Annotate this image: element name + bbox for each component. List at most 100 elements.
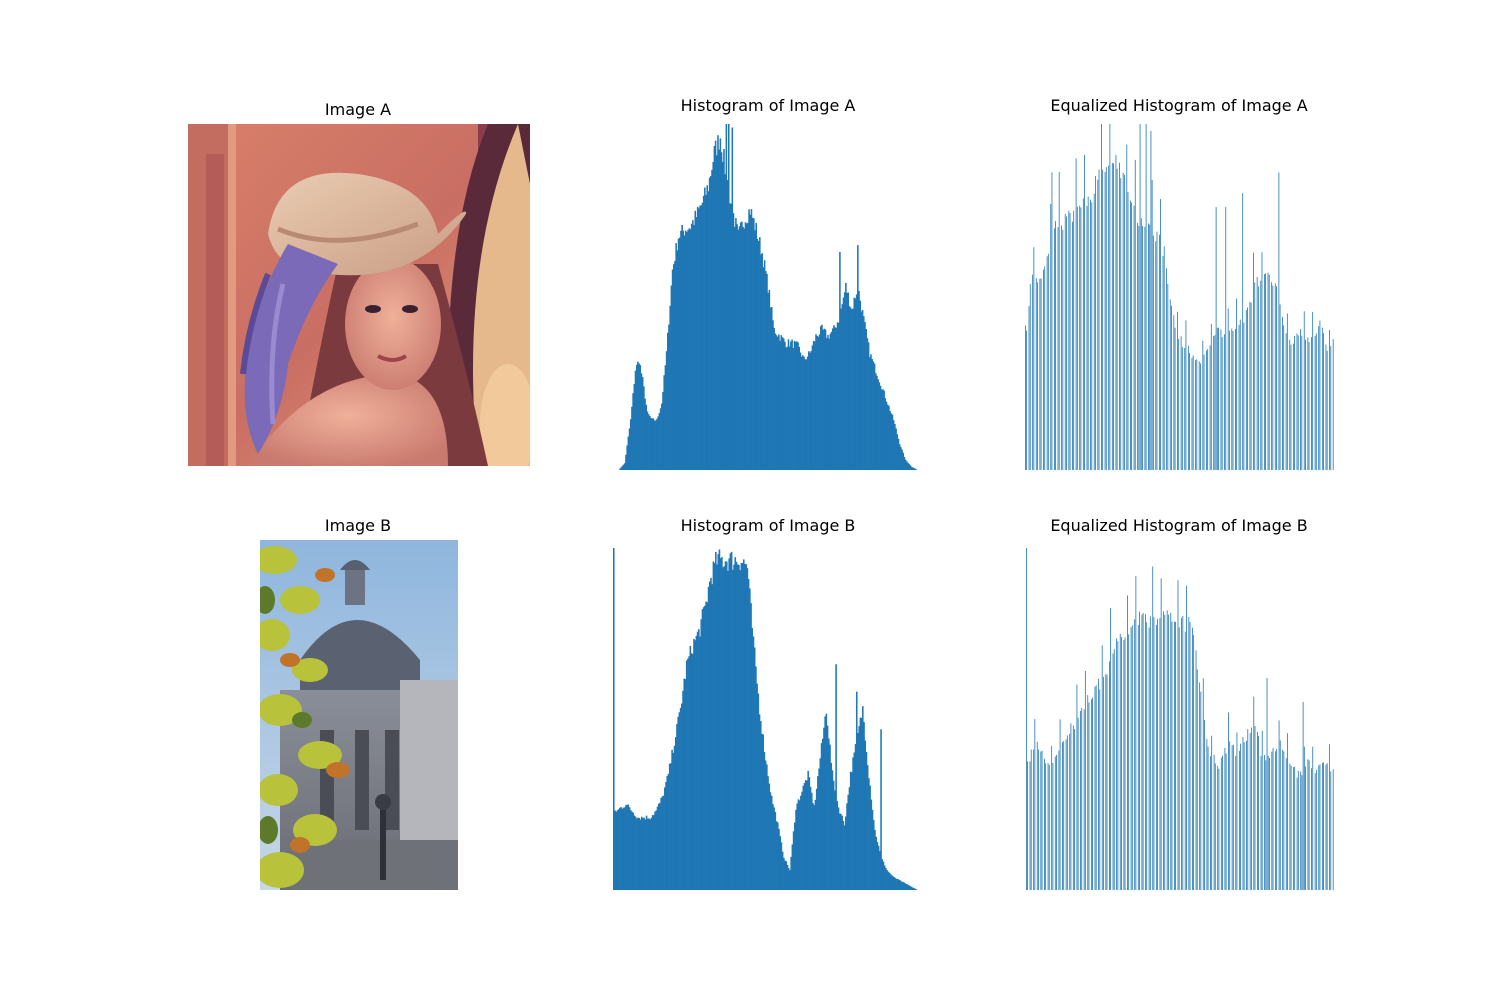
histogram-bar <box>842 821 845 890</box>
histogram-bar <box>768 289 771 470</box>
histogram-bar <box>635 364 638 470</box>
histogram-bar <box>1063 741 1065 890</box>
histogram-bar <box>1265 273 1266 470</box>
histogram-bar <box>914 888 916 890</box>
histogram-bar <box>721 557 723 890</box>
histogram-bar <box>811 792 813 890</box>
histogram-bar <box>828 338 830 470</box>
histogram-bar <box>852 757 854 890</box>
histogram-bar <box>659 408 662 470</box>
histogram-bar <box>1323 762 1324 890</box>
histogram-bar <box>847 794 850 890</box>
histogram-bar <box>725 561 728 890</box>
histogram-bar <box>897 879 899 890</box>
histogram-bar <box>689 229 692 470</box>
histogram-bar <box>1112 653 1114 890</box>
histogram-bar <box>1053 228 1055 470</box>
histogram-bar <box>1228 712 1229 890</box>
histogram-bar <box>739 570 741 890</box>
histogram-bar <box>791 339 793 470</box>
histogram-bar <box>848 306 851 470</box>
histogram-bar <box>674 261 676 470</box>
histogram-bar <box>1087 695 1089 890</box>
histogram-bar <box>811 345 814 470</box>
histogram-bar <box>1285 758 1287 890</box>
eq-hist-a-chart <box>1025 124 1334 471</box>
histogram-bar <box>770 795 773 890</box>
histogram-bar <box>1199 682 1201 890</box>
histogram-bar <box>1302 701 1304 890</box>
histogram-bar <box>1151 179 1153 470</box>
histogram-bar <box>884 398 887 470</box>
histogram-bar <box>657 803 660 890</box>
histogram-bar <box>694 640 696 890</box>
histogram-bar <box>1305 766 1306 890</box>
histogram-bar <box>790 856 792 890</box>
histogram-bar <box>712 161 714 470</box>
histogram-bar <box>716 155 718 470</box>
histogram-bar <box>652 418 655 470</box>
histogram-bar <box>1231 328 1233 470</box>
histogram-bar <box>1296 333 1298 470</box>
histogram-bar <box>1117 641 1119 890</box>
histogram-bar <box>1278 172 1280 470</box>
histogram-bar <box>757 241 760 470</box>
histogram-bar <box>781 337 784 470</box>
histogram-bar <box>649 416 651 470</box>
histogram-bar <box>1192 627 1193 890</box>
histogram-bar <box>664 365 667 470</box>
histogram-bar <box>647 818 649 890</box>
histogram-bar <box>810 351 812 470</box>
histogram-bar <box>1204 719 1205 890</box>
histogram-bar <box>765 271 767 470</box>
histogram-bar <box>1180 336 1182 470</box>
hist-b-title: Histogram of Image B <box>680 516 856 535</box>
histogram-bar <box>1131 625 1133 890</box>
histogram-bar <box>1160 578 1162 890</box>
histogram-bar <box>1128 634 1130 890</box>
histogram-bar <box>817 776 819 890</box>
histogram-bar <box>866 765 869 890</box>
histogram-bar <box>815 788 818 890</box>
histogram-bar <box>696 631 699 890</box>
histogram-bar <box>830 331 833 470</box>
histogram-bar <box>908 885 910 890</box>
histogram-bar <box>670 763 672 890</box>
histogram-bar <box>1080 711 1081 890</box>
histogram-bar <box>1044 758 1045 890</box>
histogram-bar <box>1269 757 1270 890</box>
histogram-bar <box>1209 345 1211 470</box>
histogram-bar <box>686 232 688 470</box>
histogram-bar <box>838 813 841 890</box>
histogram-bar <box>761 733 763 890</box>
histogram-bar <box>702 195 705 470</box>
eq-hist-b-title: Equalized Histogram of Image B <box>1050 516 1308 535</box>
image-a-illustration <box>188 124 530 466</box>
histogram-bar <box>796 803 798 890</box>
histogram-bar <box>828 738 830 890</box>
histogram-bar <box>1196 359 1198 470</box>
histogram-bar <box>1260 280 1262 470</box>
histogram-bar <box>633 383 636 470</box>
histogram-bar <box>736 564 739 890</box>
histogram-bar <box>1186 585 1187 890</box>
histogram-bar <box>1222 755 1223 890</box>
histogram-bar <box>1315 769 1317 890</box>
histogram-bar <box>873 363 876 470</box>
histogram-bar <box>903 882 905 890</box>
histogram-bar <box>1254 282 1256 470</box>
histogram-bar <box>727 124 730 470</box>
histogram-bar <box>726 180 729 470</box>
histogram-bar <box>1249 301 1251 470</box>
histogram-bar <box>696 206 699 470</box>
histogram-bar <box>778 828 780 890</box>
histogram-bar <box>846 292 848 470</box>
histogram-bar <box>1200 691 1202 890</box>
histogram-bar <box>704 605 706 890</box>
histogram-bar <box>898 444 901 470</box>
histogram-bar <box>809 786 812 890</box>
histogram-bar <box>1300 329 1301 470</box>
histogram-bar <box>1210 756 1211 890</box>
histogram-bar <box>777 822 779 890</box>
histogram-bar <box>1039 278 1041 470</box>
